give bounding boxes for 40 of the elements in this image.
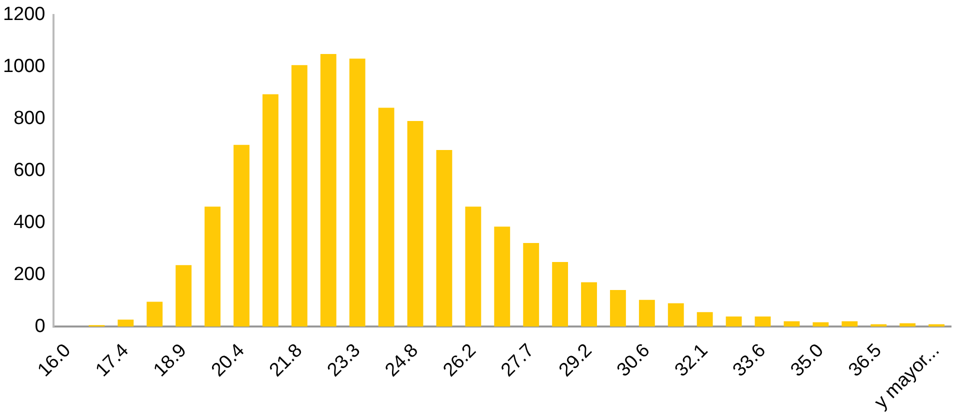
bar (234, 144, 250, 327)
bar (118, 320, 134, 327)
bar (523, 243, 540, 327)
y-tick-label: 400 (14, 212, 46, 233)
bar (581, 282, 597, 327)
bar (552, 262, 568, 327)
x-tick-label: 18.9 (150, 340, 191, 382)
bar (726, 316, 742, 327)
bar (378, 108, 394, 327)
x-tick-label: 32.1 (671, 340, 712, 382)
y-tick-label: 1200 (2, 4, 46, 26)
bar (668, 303, 684, 327)
bar (494, 226, 510, 327)
bar (146, 302, 163, 327)
bar (436, 150, 452, 327)
bar (262, 94, 278, 327)
bar (696, 312, 713, 327)
y-tick-label: 800 (14, 108, 46, 130)
bar (291, 65, 308, 327)
x-tick-label: 33.6 (729, 340, 770, 382)
y-tick-label: 200 (14, 264, 46, 285)
y-tick-label: 0 (34, 316, 46, 337)
bar (349, 58, 366, 327)
bar (784, 321, 800, 327)
bar (610, 290, 626, 327)
bar (320, 54, 336, 327)
x-tick-label: 35.0 (786, 340, 828, 382)
bar (812, 322, 829, 327)
y-tick-label: 600 (14, 160, 46, 182)
bar (407, 120, 424, 327)
bar (176, 265, 192, 327)
x-tick-label: 36.5 (844, 340, 886, 382)
y-tick-label: 1000 (2, 56, 46, 78)
bar (842, 321, 858, 327)
x-tick-label: 30.6 (613, 340, 654, 382)
bar (754, 316, 771, 327)
bar (465, 206, 482, 327)
bar (638, 300, 655, 327)
bar (204, 206, 221, 327)
x-tick-label: 16.0 (34, 340, 75, 382)
